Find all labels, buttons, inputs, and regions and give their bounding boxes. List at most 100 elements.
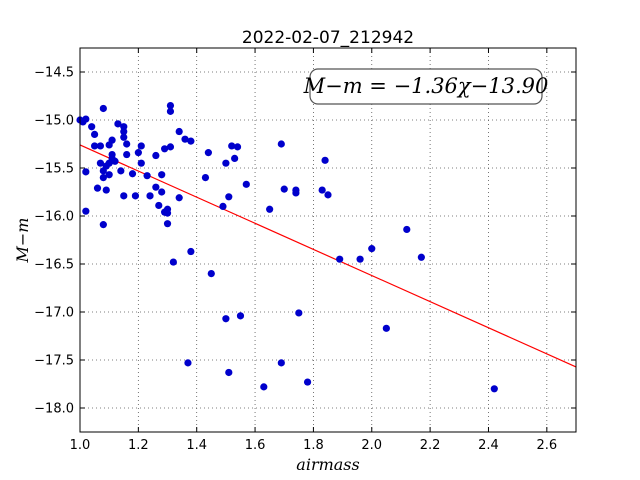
data-point	[417, 253, 425, 261]
x-tick-label: 1.6	[245, 438, 266, 453]
data-point	[277, 140, 285, 148]
data-point	[90, 142, 99, 150]
y-tick-label: −17.0	[34, 306, 74, 321]
data-point	[266, 205, 274, 213]
data-point	[260, 383, 268, 391]
data-point	[228, 142, 236, 150]
data-point	[295, 309, 303, 317]
y-tick-label: −15.5	[34, 162, 74, 177]
y-tick-label: −16.5	[34, 258, 74, 273]
data-point	[166, 102, 175, 110]
data-point	[201, 174, 210, 182]
data-point	[120, 192, 128, 200]
data-point	[184, 359, 192, 367]
data-point	[169, 258, 177, 266]
data-point	[143, 172, 151, 180]
data-point	[175, 194, 183, 202]
plot-area-background	[80, 48, 576, 432]
data-point	[219, 202, 227, 210]
data-point	[158, 171, 166, 179]
data-point	[99, 174, 107, 182]
data-point	[82, 115, 90, 123]
fit-annotation-box: M−m = −1.36χ−13.90	[303, 68, 549, 105]
x-tick-label: 2.6	[536, 438, 557, 453]
data-point	[222, 315, 230, 323]
fit-equation-text: M−m = −1.36χ−13.90	[303, 74, 549, 98]
x-tick-label: 2.4	[478, 438, 499, 453]
data-point	[207, 270, 215, 278]
data-point	[102, 186, 110, 194]
data-point	[280, 185, 288, 193]
x-tick-label: 2.2	[420, 438, 441, 453]
annotation-frame	[309, 68, 543, 105]
y-axis-label: M−m	[13, 218, 32, 264]
data-point	[336, 255, 344, 263]
data-point	[93, 184, 102, 192]
data-point	[82, 207, 90, 215]
x-tick-label: 1.2	[128, 438, 149, 453]
data-point	[490, 385, 498, 393]
data-point	[187, 137, 195, 145]
data-point	[146, 192, 154, 200]
data-point	[382, 324, 390, 332]
data-point	[90, 130, 99, 138]
data-point	[324, 191, 332, 199]
axis-ticks: 1.0 1.2 1.4 1.6 1.8 2.0 2.2 2.4 2.6 −14.5 −15.0 −15…	[34, 48, 576, 453]
data-point	[111, 157, 119, 165]
data-point	[114, 120, 122, 128]
data-point	[181, 135, 189, 143]
data-point	[277, 359, 285, 367]
x-tick-label: 1.0	[70, 438, 91, 453]
data-point	[222, 159, 230, 167]
data-point	[321, 156, 329, 164]
data-point	[161, 145, 169, 153]
data-point	[292, 186, 300, 194]
data-point	[137, 159, 145, 167]
data-point	[236, 312, 245, 320]
data-point	[403, 225, 411, 234]
x-tick-label: 1.8	[303, 438, 324, 453]
chart-title: 2022-02-07_212942	[242, 28, 414, 48]
data-point	[158, 188, 166, 196]
data-point	[117, 167, 125, 175]
data-point	[96, 159, 105, 167]
data-point	[303, 378, 312, 386]
data-point	[233, 143, 242, 151]
data-point	[163, 209, 172, 217]
data-point	[231, 154, 239, 162]
data-points	[76, 102, 498, 393]
x-tick-label: 2.0	[361, 438, 382, 453]
data-point	[225, 368, 233, 377]
data-point	[99, 221, 107, 229]
data-point	[368, 245, 376, 253]
data-point	[242, 180, 250, 188]
fit-line-group	[79, 144, 577, 368]
data-point	[318, 186, 326, 194]
data-point	[120, 133, 128, 141]
data-point	[96, 142, 105, 150]
data-point	[120, 127, 128, 136]
data-point	[128, 170, 137, 178]
y-tick-label: −18.0	[34, 402, 74, 417]
x-axis-label: airmass	[296, 455, 359, 474]
data-point	[108, 136, 116, 144]
x-tick-label: 1.4	[186, 438, 207, 453]
data-point	[204, 149, 212, 157]
data-point	[131, 192, 140, 200]
data-point	[82, 168, 90, 176]
data-point	[166, 107, 175, 115]
data-point	[123, 150, 131, 159]
y-tick-label: −16.0	[34, 210, 74, 225]
y-tick-label: −14.5	[34, 66, 74, 81]
data-point	[163, 220, 172, 228]
data-point	[152, 151, 160, 160]
fit-line	[79, 144, 577, 368]
data-point	[123, 140, 131, 148]
data-point	[225, 193, 233, 201]
data-point	[356, 255, 364, 263]
data-point	[108, 150, 116, 159]
data-point	[137, 142, 145, 150]
data-point	[175, 127, 183, 136]
data-point	[155, 201, 163, 210]
